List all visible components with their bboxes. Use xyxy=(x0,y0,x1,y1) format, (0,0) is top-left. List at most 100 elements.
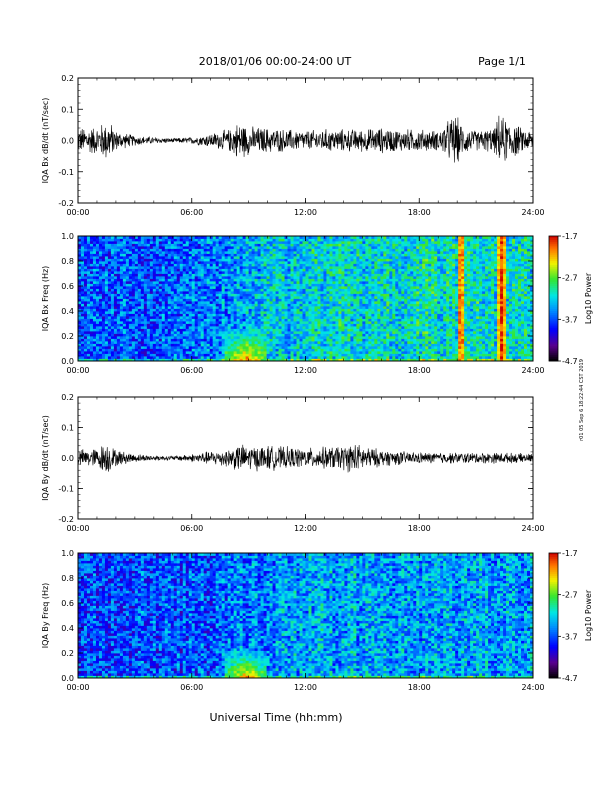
spectrogram-cell xyxy=(338,318,342,322)
spectrogram-cell xyxy=(176,321,181,324)
spectrogram-cell xyxy=(80,258,85,262)
spectrogram-cell xyxy=(137,248,142,252)
spectrogram-cell xyxy=(143,336,148,339)
spectrogram-cell xyxy=(272,318,276,322)
spectrogram-cell xyxy=(110,256,115,259)
spectrogram-cell xyxy=(155,258,160,262)
spectrogram-cell xyxy=(78,273,82,277)
spectrogram-cell xyxy=(167,258,172,262)
spectrogram-cell xyxy=(362,253,366,257)
spectrogram-cell xyxy=(338,258,342,262)
spectrogram-cell xyxy=(308,341,312,344)
x-tick-label: 06:00 xyxy=(180,208,203,217)
spectrogram-cell xyxy=(362,346,366,349)
spectrogram-cell xyxy=(149,318,154,322)
spectrogram-cell xyxy=(152,321,157,324)
spectrogram-cell xyxy=(209,333,214,337)
spectrogram-cell xyxy=(227,268,232,272)
spectrogram-cell xyxy=(104,296,109,299)
spectrogram-cell xyxy=(260,238,264,242)
spectrogram-cell xyxy=(350,248,354,252)
spectrogram-cell xyxy=(80,311,85,314)
spectrogram-cell xyxy=(110,268,115,272)
spectrogram-cell xyxy=(296,358,300,362)
spectrogram-cell xyxy=(128,356,133,359)
spectrogram-cell xyxy=(209,306,214,309)
spectrogram-cell xyxy=(152,326,157,329)
spectrogram-cell xyxy=(89,271,94,274)
spectrogram-cell xyxy=(158,278,163,282)
spectrogram-cell xyxy=(83,291,88,294)
spectrogram-cell xyxy=(305,333,309,337)
spectrogram-cell xyxy=(197,336,202,339)
spectrogram-cell xyxy=(86,333,91,337)
spectrogram-cell xyxy=(89,358,94,362)
spectrogram-cell xyxy=(341,258,345,262)
spectrogram-cell xyxy=(194,313,199,317)
spectrogram-cell xyxy=(176,253,181,257)
spectrogram-cell xyxy=(212,326,217,329)
spectrogram-cell xyxy=(278,328,282,332)
spectrogram-cell xyxy=(164,266,169,269)
spectrogram-cell xyxy=(98,323,103,327)
spectrogram-cell xyxy=(311,268,315,272)
spectrogram-cell xyxy=(98,246,103,249)
spectrogram-cell xyxy=(89,238,94,242)
spectrogram-cell xyxy=(242,353,247,357)
spectrogram-cell xyxy=(323,266,327,269)
spectrogram-cell xyxy=(233,328,238,332)
spectrogram-cell xyxy=(86,301,91,304)
spectrogram-cell xyxy=(284,316,288,319)
spectrogram-cell xyxy=(332,238,336,242)
spectrogram-cell xyxy=(161,251,166,254)
spectrogram-cell xyxy=(260,328,264,332)
spectrogram-cell xyxy=(293,321,297,324)
spectrogram-cell xyxy=(125,281,130,284)
spectrogram-cell xyxy=(80,341,85,344)
spectrogram-cell xyxy=(290,273,294,277)
spectrogram-cell xyxy=(161,293,166,297)
spectrogram-cell xyxy=(335,291,339,294)
spectrogram-cell xyxy=(128,303,133,307)
spectrogram-cell xyxy=(125,351,130,354)
spectrogram-cell xyxy=(338,238,342,242)
spectrogram-cell xyxy=(275,236,279,239)
spectrogram-cell xyxy=(263,273,267,277)
spectrogram-cell xyxy=(125,328,130,332)
spectrogram-cell xyxy=(296,258,300,262)
spectrogram-cell xyxy=(326,333,330,337)
spectrogram-cell xyxy=(254,298,258,302)
spectrogram-cell xyxy=(158,263,163,267)
spectrogram-cell xyxy=(332,346,336,349)
spectrogram-cell xyxy=(110,278,115,282)
spectrogram-cell xyxy=(350,251,354,254)
spectrogram-cell xyxy=(161,278,166,282)
spectrogram-cell xyxy=(338,308,342,312)
spectrogram-cell xyxy=(338,356,342,359)
spectrogram-cell xyxy=(128,291,133,294)
spectrogram-cell xyxy=(107,326,112,329)
spectrogram-cell xyxy=(131,256,136,259)
spectrogram-cell xyxy=(269,308,273,312)
spectrogram-cell xyxy=(272,238,276,242)
spectrogram-cell xyxy=(113,251,118,254)
spectrogram-cell xyxy=(227,321,232,324)
spectrogram-cell xyxy=(143,236,148,239)
spectrogram-cell xyxy=(155,341,160,344)
spectrogram-cell xyxy=(170,331,175,334)
spectrogram-cell xyxy=(128,318,133,322)
spectrogram-cell xyxy=(116,341,121,344)
spectrogram-cell xyxy=(215,358,220,362)
spectrogram-cell xyxy=(155,253,160,257)
spectrogram-cell xyxy=(359,251,363,254)
spectrogram-cell xyxy=(356,266,360,269)
spectrogram-cell xyxy=(365,303,369,307)
spectrogram-cell xyxy=(116,261,121,264)
spectrogram-cell xyxy=(158,296,163,299)
spectrogram-cell xyxy=(272,258,276,262)
spectrogram-cell xyxy=(215,338,220,342)
spectrogram-cell xyxy=(110,291,115,294)
spectrogram-cell xyxy=(254,333,258,337)
spectrogram-cell xyxy=(176,283,181,287)
spectrogram-cell xyxy=(344,251,348,254)
